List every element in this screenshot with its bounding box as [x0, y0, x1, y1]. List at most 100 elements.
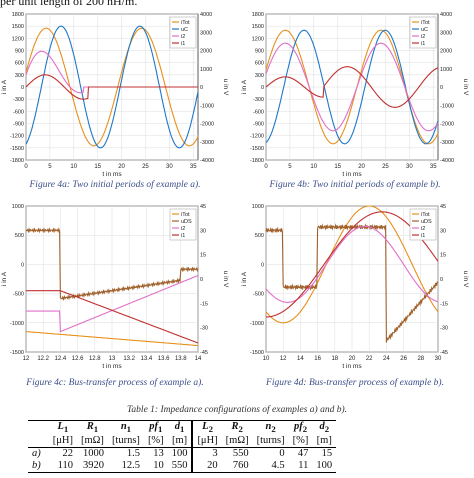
- y-tick-label-left: 1200: [12, 36, 24, 42]
- table-cell: 760: [221, 460, 253, 474]
- y-axis-label-left: i in A: [241, 271, 248, 286]
- table-unit-n2: [turns]: [252, 435, 289, 449]
- y-tick-label-left: 1200: [252, 36, 264, 42]
- table-cell: 100: [171, 448, 188, 460]
- y-tick-label-right: -15: [200, 301, 208, 307]
- series-line-i2: [265, 225, 439, 303]
- x-tick-label: 5: [48, 164, 52, 170]
- y-tick-label-right: -45: [200, 350, 208, 356]
- y-tick-label-left: 0: [21, 262, 24, 268]
- table-cell: 550: [232, 448, 249, 460]
- x-tick-label: 20: [118, 164, 125, 170]
- table-cell: 13: [153, 448, 164, 460]
- y-tick-label-left: -500: [253, 292, 264, 298]
- x-tick-label: 0: [24, 164, 28, 170]
- table-unit-d2: [m]: [312, 435, 337, 449]
- x-tick-label: 13.8: [175, 356, 187, 362]
- table-cell: 11: [288, 460, 313, 474]
- y-tick-label-right: 30: [200, 228, 206, 234]
- series-line-uc: [25, 25, 199, 149]
- x-tick-label: 35: [430, 164, 437, 170]
- y-tick-label-left: 300: [255, 73, 264, 79]
- figure-4b-plot: 0 5 10 15 20 25 30 35 -1800 -1500 -1200 -900 -600 -30…: [240, 8, 470, 178]
- y-tick-label-left: 900: [15, 49, 24, 55]
- x-tick-label: 12.4: [55, 356, 67, 362]
- y-tick-label-left: 1800: [12, 12, 24, 18]
- y-tick-label-left: -1500: [10, 146, 24, 152]
- y-tick-label-left: -600: [253, 109, 264, 115]
- y-axis-label-left: i in A: [241, 79, 248, 94]
- table-unit-l1: [μH]: [48, 435, 77, 449]
- y-tick-label-left: 500: [15, 233, 24, 239]
- x-tick-label: 10: [263, 356, 270, 362]
- y-tick-label-right: 15: [440, 253, 446, 259]
- y-axis-label-right: u in V: [222, 79, 229, 96]
- x-tick-label: 12: [23, 356, 30, 362]
- table-cell: 20: [191, 460, 222, 474]
- y-tick-label-left: 300: [15, 73, 24, 79]
- legend-entry: i2: [421, 34, 425, 40]
- y-tick-label-right: -2000: [200, 122, 214, 128]
- legend-entry: i1: [181, 41, 185, 47]
- y-axis-label-right: u in V: [462, 79, 469, 96]
- y-tick-label-left: 900: [255, 49, 264, 55]
- table-cell: 1.5: [126, 448, 140, 460]
- table-cell: 22: [62, 448, 73, 460]
- y-tick-label-left: 1500: [252, 24, 264, 30]
- y-tick-label-right: 3000: [200, 30, 212, 36]
- y-tick-label-left: -1000: [10, 321, 24, 327]
- series-line-itot: [265, 205, 439, 324]
- table-header-units: [μH] [mΩ] [turns] [%] [m] [μH] [mΩ] [turns] [%][…: [28, 435, 337, 449]
- legend-entry: iTot: [421, 20, 430, 26]
- y-tick-label-right: 0: [440, 85, 443, 91]
- table-unit-d1: [m]: [167, 435, 193, 449]
- table-cell: 47: [297, 448, 309, 460]
- x-tick-label: 15: [334, 164, 341, 170]
- series-line-itot: [25, 27, 199, 147]
- x-axis-label: t in ms: [102, 171, 122, 178]
- legend-entry: i2: [181, 34, 185, 40]
- x-tick-label: 15: [94, 164, 101, 170]
- table-unit-n1: [turns]: [107, 435, 144, 449]
- y-tick-label-left: 1000: [12, 204, 24, 210]
- y-tick-label-left: -1800: [250, 158, 264, 164]
- y-tick-label-right: -1000: [200, 103, 214, 109]
- table-header-symbols: L1 R1 n1 pf1 d1 L2 R2 n2 pf2 d2: [28, 420, 337, 436]
- legend-entry: i2: [181, 226, 185, 232]
- x-tick-label: 30: [435, 356, 442, 362]
- x-tick-label: 22: [366, 356, 373, 362]
- y-tick-label-left: 0: [21, 85, 24, 91]
- x-tick-label: 10: [310, 164, 317, 170]
- y-tick-label-left: -1500: [10, 350, 24, 356]
- table-cell: 3: [191, 447, 222, 461]
- x-axis-label: t in ms: [102, 363, 122, 370]
- x-tick-label: 30: [166, 164, 173, 170]
- figure-4d-plot: 10 12 14 16 18 20 22 24 26 28 30 -1500 -1000 -500 0 500…: [240, 200, 470, 370]
- y-tick-label-right: -1000: [440, 103, 454, 109]
- y-tick-label-left: -300: [13, 97, 24, 103]
- series-line-itot: [26, 331, 199, 347]
- table-header-d1: d1: [167, 420, 193, 436]
- table-header-pf1: pf1: [143, 420, 168, 436]
- table-unit-pf1: [%]: [143, 435, 168, 449]
- legend-entry: iTot: [181, 20, 190, 26]
- y-tick-label-right: -4000: [440, 158, 454, 164]
- impedance-table: L1 R1 n1 pf1 d1 L2 R2 n2 pf2 d2 [μH] [mΩ] [turns] [%…: [28, 420, 337, 474]
- table-cell: 110: [48, 460, 77, 474]
- y-tick-label-right: 2000: [440, 49, 452, 55]
- legend-entry: uDS: [421, 219, 432, 225]
- table-cell: 15: [321, 448, 333, 460]
- legend-entry: i1: [181, 233, 185, 239]
- table-row: a) 22 1000 1.5 13 100 3 550 0 47 15: [28, 447, 336, 461]
- table-unit-r2: [mΩ]: [221, 435, 253, 449]
- series-line-uds: [265, 223, 439, 343]
- series-line-i1: [265, 211, 439, 318]
- x-tick-label: 16: [314, 356, 321, 362]
- y-tick-label-left: -600: [13, 109, 24, 115]
- y-tick-label-left: -500: [13, 292, 24, 298]
- x-tick-label: 24: [383, 356, 390, 362]
- figure-4a-caption: Figure 4a: Two initial periods of exampl…: [29, 180, 201, 190]
- y-tick-label-left: -1500: [250, 146, 264, 152]
- y-axis-label-right: u in V: [462, 271, 469, 288]
- x-tick-label: 12: [280, 356, 287, 362]
